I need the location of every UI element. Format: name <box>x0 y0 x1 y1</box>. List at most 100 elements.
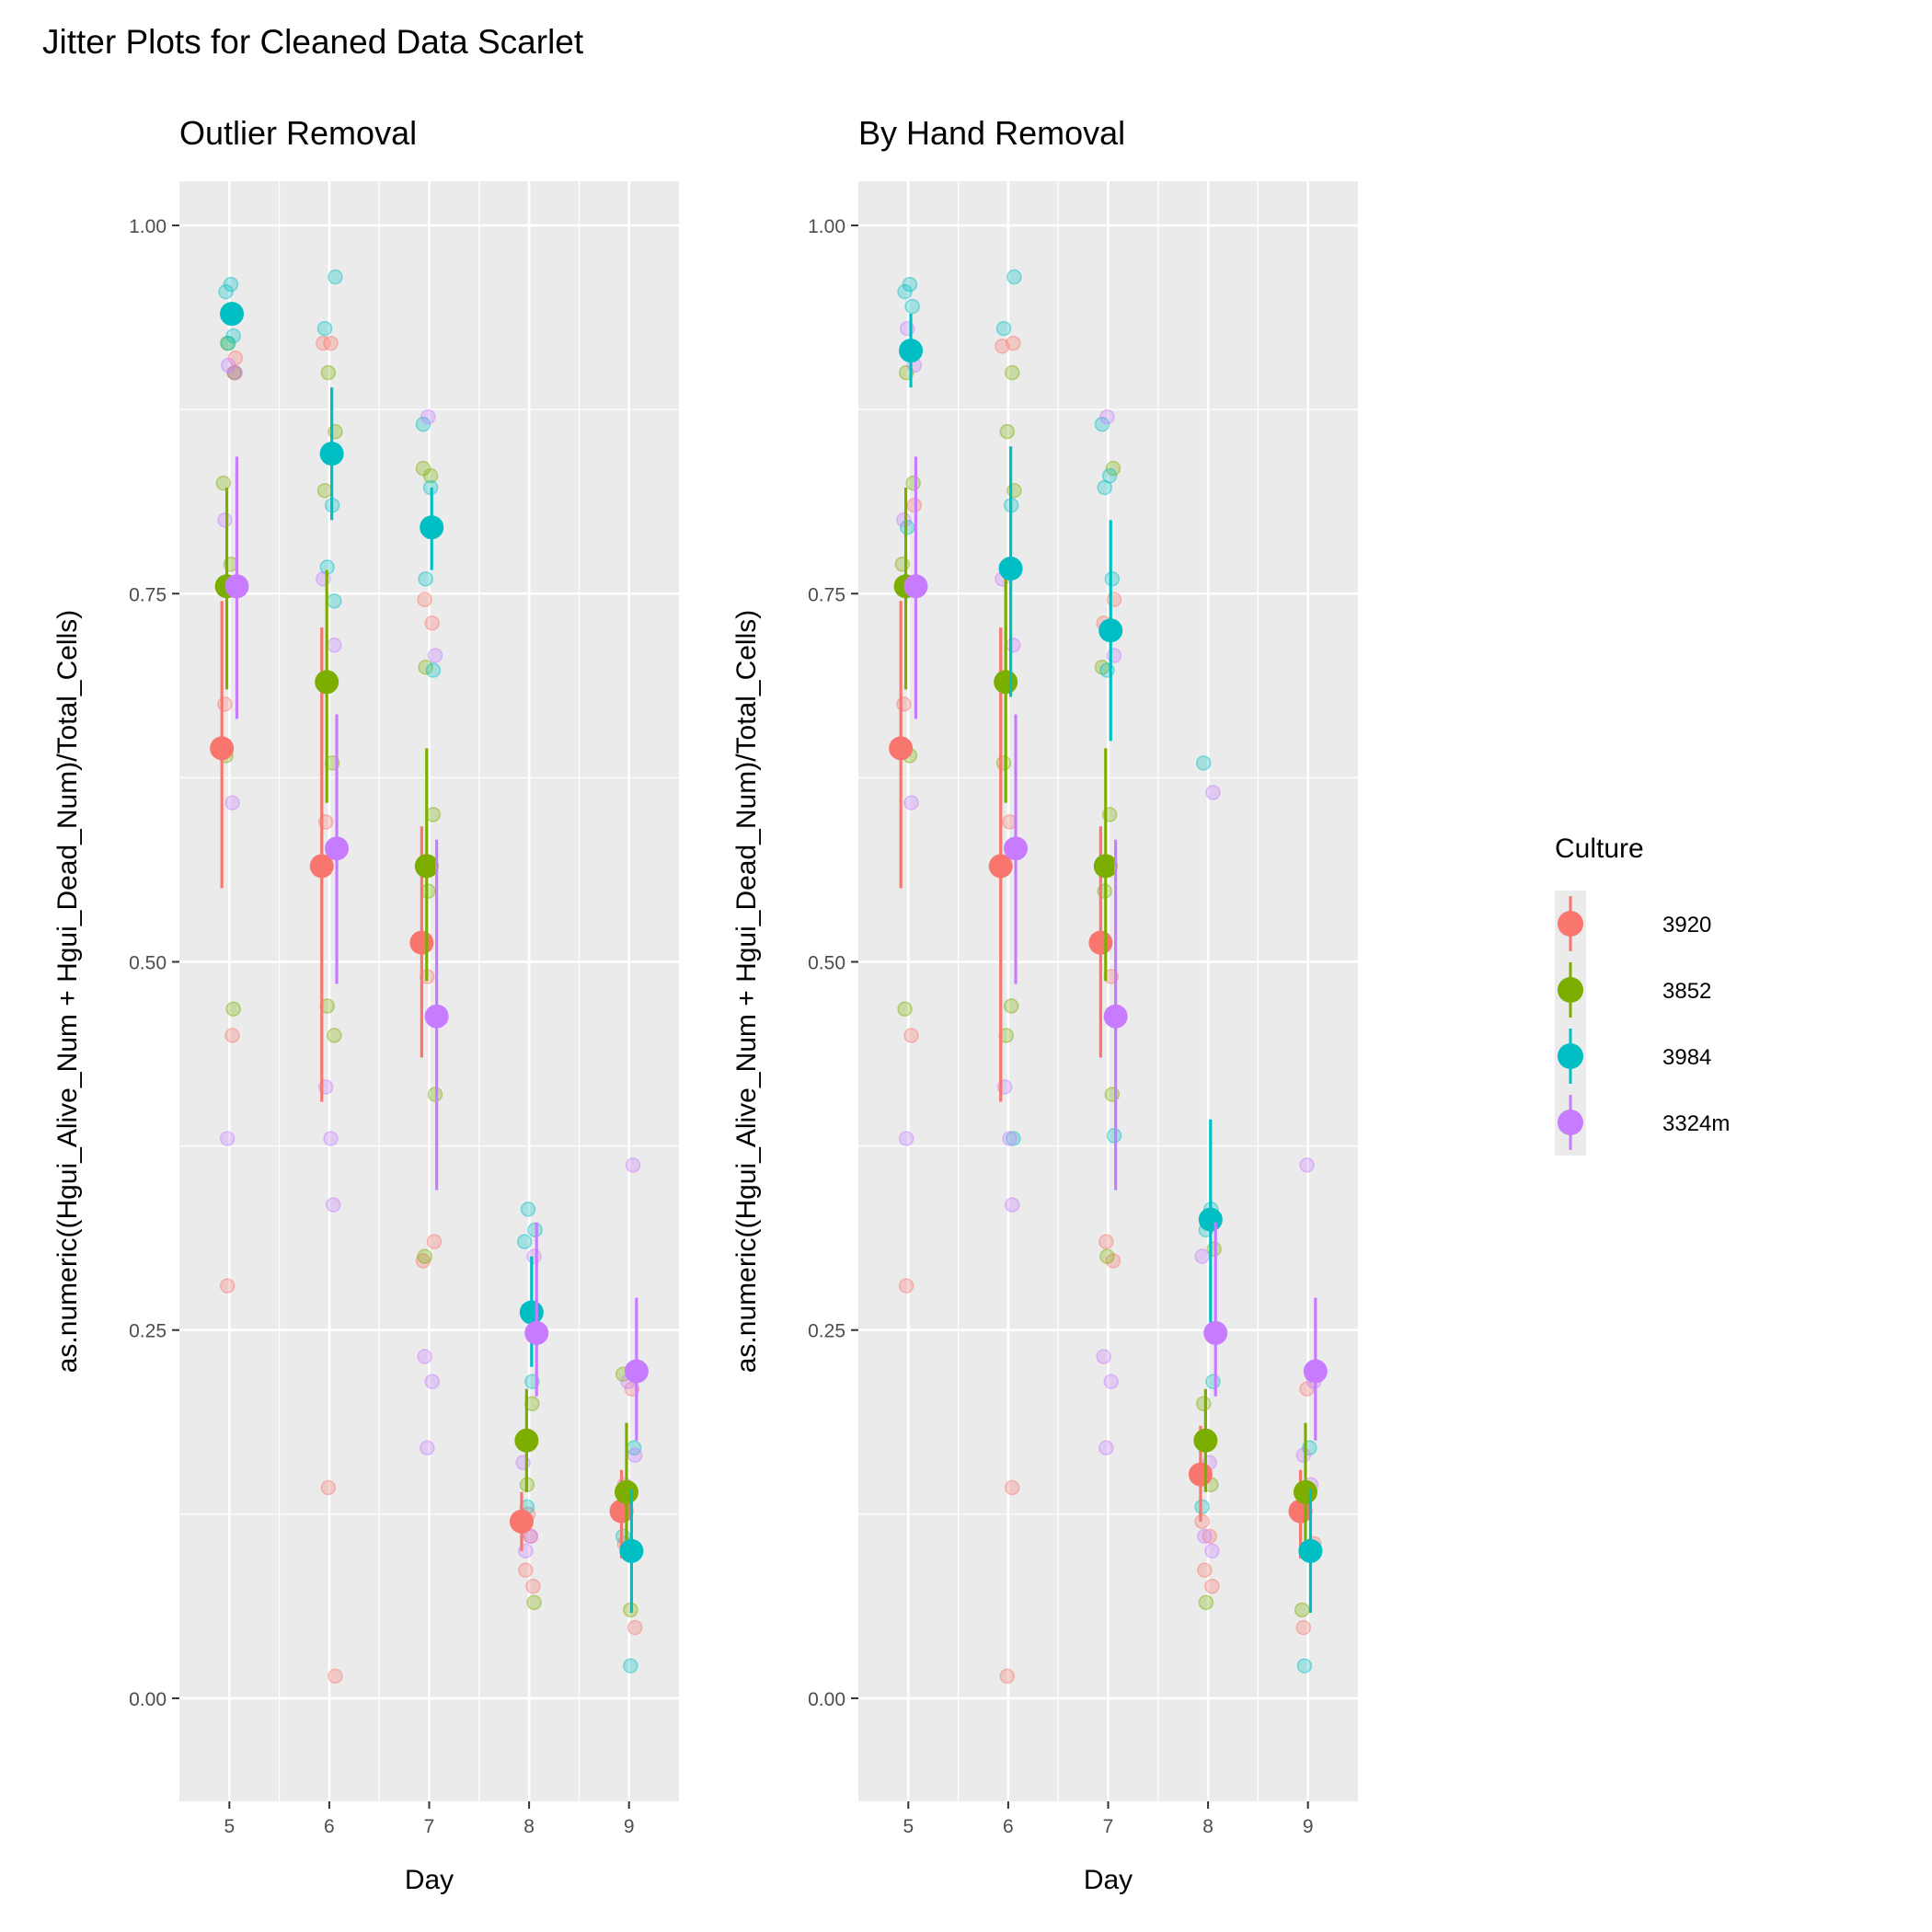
mean-point-3852 <box>414 854 439 879</box>
jitter-point-3852 <box>1094 660 1110 675</box>
jitter-point-3852 <box>1294 1602 1310 1618</box>
jitter-point-3324m <box>220 357 236 374</box>
y-tick-label: 0.75 <box>129 584 167 605</box>
jitter-point-3984 <box>1097 479 1112 496</box>
x-tick-label: 7 <box>1103 1816 1114 1837</box>
jitter-point-3852 <box>320 364 337 381</box>
y-tick-label: 0.50 <box>129 952 167 973</box>
x-tick-label: 7 <box>424 1816 435 1837</box>
jitter-point-3324m <box>1194 1248 1210 1264</box>
mean-point-3920 <box>988 854 1013 879</box>
y-tick-label: 0.00 <box>129 1689 167 1710</box>
x-tick-label: 5 <box>224 1816 235 1837</box>
legend: Culture 3920 3852 3984 3324m <box>1555 834 1730 1156</box>
jitter-point-3324m <box>219 1131 236 1146</box>
jitter-point-3324m <box>424 1374 441 1389</box>
jitter-point-3852 <box>215 475 232 491</box>
jitter-point-3852 <box>226 364 242 381</box>
jitter-point-3852 <box>999 423 1016 440</box>
jitter-point-3852 <box>897 1001 913 1017</box>
jitter-point-3324m <box>227 364 244 381</box>
mean-point-3984 <box>899 339 924 363</box>
jitter-point-3852 <box>425 807 442 822</box>
mean-point-3852 <box>1293 1479 1317 1504</box>
jitter-point-3920 <box>323 335 339 351</box>
legend-key-point <box>1558 1043 1583 1069</box>
legend-label: 3920 <box>1662 913 1711 937</box>
y-tick-label: 0.75 <box>808 584 845 605</box>
jitter-point-3984 <box>218 283 234 300</box>
jitter-point-3852 <box>316 482 333 499</box>
mean-point-3324m <box>224 574 249 599</box>
jitter-point-3920 <box>1197 1562 1213 1578</box>
mean-point-3920 <box>1088 930 1113 955</box>
jitter-point-3324m <box>420 1440 435 1456</box>
legend-label: 3324m <box>1662 1111 1730 1136</box>
jitter-point-3920 <box>217 696 233 712</box>
mean-point-3984 <box>619 1538 644 1563</box>
x-axis-title: Day <box>405 1865 454 1895</box>
jitter-point-3920 <box>903 1028 919 1043</box>
jitter-point-3324m <box>1103 1374 1120 1389</box>
mean-point-3920 <box>210 736 235 761</box>
jitter-point-3324m <box>1098 1440 1114 1456</box>
panel-title: By Hand Removal <box>858 114 1125 152</box>
jitter-point-3984 <box>415 416 431 432</box>
mean-point-3324m <box>424 1004 449 1029</box>
jitter-point-3920 <box>424 615 441 631</box>
y-axis-title: as.numeric((Hgui_Alive_Num + Hgui_Dead_N… <box>731 610 762 1374</box>
jitter-point-3324m <box>627 1447 643 1464</box>
x-tick-label: 6 <box>324 1816 335 1837</box>
jitter-point-3852 <box>1195 1396 1212 1412</box>
jitter-point-3852 <box>418 660 433 675</box>
x-tick-label: 9 <box>624 1816 635 1837</box>
jitter-point-3324m <box>327 638 342 653</box>
jitter-point-3984 <box>1106 1128 1122 1144</box>
jitter-point-3852 <box>905 475 921 491</box>
jitter-point-3984 <box>904 298 920 315</box>
mean-point-3324m <box>524 1320 549 1345</box>
x-tick-label: 8 <box>523 1816 535 1837</box>
jitter-point-3324m <box>1204 1543 1220 1559</box>
jitter-point-3984 <box>1006 269 1022 285</box>
mean-point-3852 <box>614 1479 638 1504</box>
jitter-point-3984 <box>223 276 239 293</box>
x-tick-label: 5 <box>903 1816 914 1837</box>
legend-title: Culture <box>1555 834 1644 864</box>
legend-key-point <box>1558 911 1583 937</box>
x-tick-label: 6 <box>1003 1816 1014 1837</box>
jitter-point-3920 <box>320 1479 337 1496</box>
jitter-point-3852 <box>417 1248 432 1264</box>
jitter-point-3324m <box>217 512 233 528</box>
jitter-point-3920 <box>426 1234 443 1249</box>
mean-point-3920 <box>309 854 334 879</box>
mean-point-3852 <box>315 670 339 695</box>
mean-point-3324m <box>1203 1320 1228 1345</box>
x-axis-title: Day <box>1084 1865 1133 1895</box>
mean-point-3984 <box>998 557 1023 581</box>
y-tick-label: 0.50 <box>808 952 845 973</box>
mean-point-3324m <box>903 574 928 599</box>
mean-point-3920 <box>409 930 434 955</box>
jitter-point-3920 <box>518 1562 534 1578</box>
jitter-point-3984 <box>1094 416 1110 432</box>
jitter-point-3324m <box>1096 1349 1111 1364</box>
jitter-point-3324m <box>896 512 912 528</box>
jitter-point-3984 <box>1101 467 1118 484</box>
jitter-point-3324m <box>427 648 443 663</box>
jitter-point-3324m <box>1299 1157 1315 1173</box>
jitter-point-3324m <box>898 1131 914 1146</box>
jitter-point-3852 <box>422 467 439 484</box>
mean-point-3984 <box>1298 1538 1323 1563</box>
jitter-point-3984 <box>1195 755 1212 771</box>
mean-point-3984 <box>220 302 245 327</box>
mean-point-3920 <box>509 1509 534 1534</box>
mean-point-3984 <box>1198 1207 1223 1232</box>
panel-title: Outlier Removal <box>179 114 417 152</box>
jitter-point-3920 <box>224 1028 240 1043</box>
jitter-point-3920 <box>995 339 1010 354</box>
jitter-point-3324m <box>325 1197 341 1213</box>
jitter-point-3852 <box>1099 1248 1115 1264</box>
jitter-point-3920 <box>1105 1253 1121 1269</box>
